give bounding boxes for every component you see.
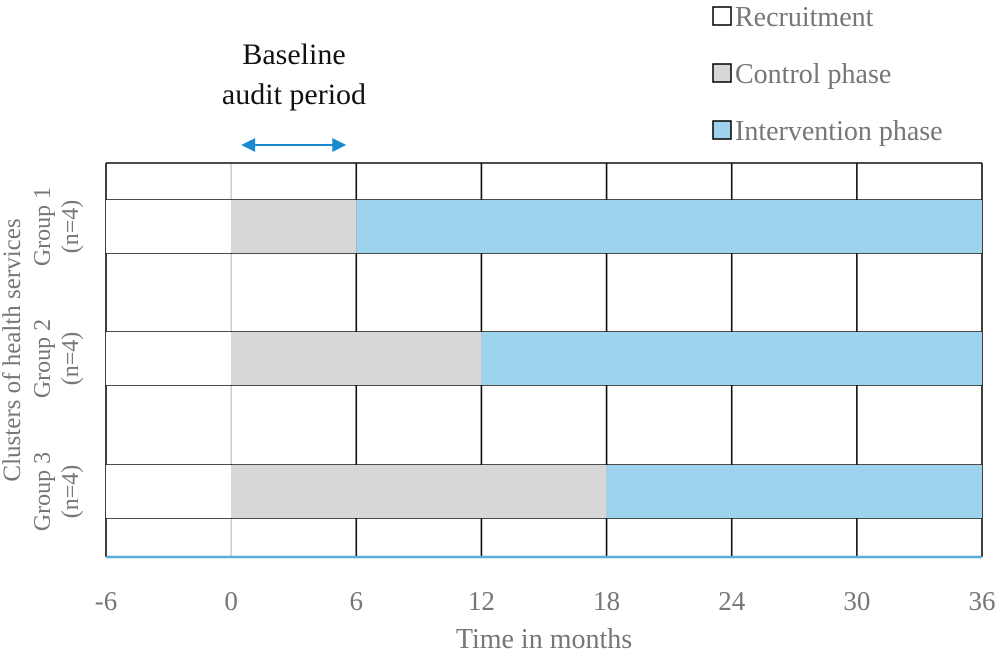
- annotation-arrow-head-right: [332, 138, 347, 152]
- x-tick-label-0: 0: [224, 586, 238, 616]
- bar-segment-group3-intervention-phase: [606, 465, 982, 518]
- group-n-1: (n=4): [58, 200, 84, 254]
- legend-swatch-control-phase: [712, 63, 732, 83]
- bar-segment-group3-recruitment: [106, 465, 232, 518]
- group-n-2: (n=4): [58, 332, 84, 386]
- legend: Recruitment Control phase Intervention pha…: [712, 2, 943, 147]
- bar-segment-group1-recruitment: [106, 200, 232, 253]
- bar-segment-group3-control-phase: [231, 465, 607, 518]
- legend-label-intervention-phase: Intervention phase: [735, 116, 943, 147]
- group-label-2: Group 2: [30, 319, 56, 398]
- x-tick-label-6: 6: [350, 586, 364, 616]
- legend-swatch-recruitment: [712, 6, 732, 26]
- annotation-arrow-head-left: [241, 138, 256, 152]
- x-tick-label-36: 36: [969, 586, 996, 616]
- labels-layer: Time in months Clusters of health servic…: [0, 38, 632, 652]
- x-tick-label-24: 24: [718, 586, 746, 616]
- bar-segment-group2-intervention-phase: [481, 332, 982, 385]
- x-tick-label-12: 12: [468, 586, 495, 616]
- x-tick-label-18: 18: [593, 586, 620, 616]
- bar-segment-group1-control-phase: [231, 200, 357, 253]
- legend-swatch-intervention-phase: [712, 120, 732, 140]
- bar-segment-group2-recruitment: [106, 332, 232, 385]
- legend-label-control-phase: Control phase: [735, 59, 891, 90]
- y-axis-label: Clusters of health services: [0, 218, 26, 481]
- annotation-line-2: audit period: [222, 78, 366, 111]
- bars-layer: Group 1 (n=4)Group 2 (n=4)Group 3 (n=4): [30, 187, 982, 531]
- axis-layer: -6 0 6 12 18 24 30 36: [95, 555, 996, 616]
- x-tick-label-30: 30: [843, 586, 870, 616]
- group-label-1: Group 1: [30, 187, 56, 266]
- group-label-3: Group 3: [30, 452, 56, 531]
- legend-label-recruitment: Recruitment: [735, 2, 874, 33]
- baseline-audit-arrow: [241, 138, 347, 152]
- x-axis-label: Time in months: [456, 624, 632, 652]
- group-n-3: (n=4): [58, 465, 84, 519]
- bar-segment-group1-intervention-phase: [356, 200, 982, 253]
- x-tick-label-m6: -6: [95, 586, 118, 616]
- annotation-line-1: Baseline: [242, 38, 345, 71]
- bar-segment-group2-control-phase: [231, 332, 482, 385]
